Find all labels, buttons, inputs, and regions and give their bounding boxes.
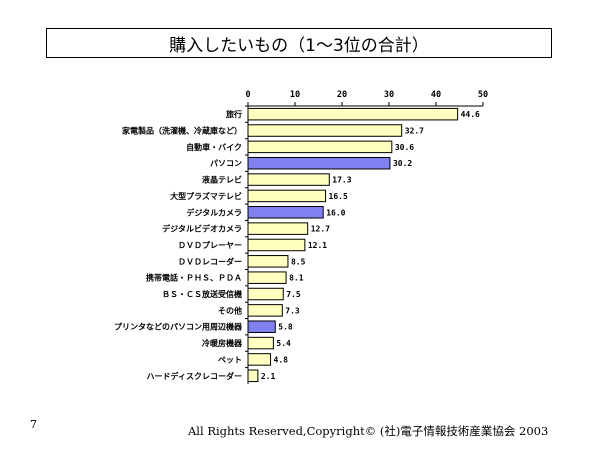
bar [247,353,272,366]
value-label: 12.7 [311,225,330,234]
category-label: ハードディスクレコーダー [147,371,242,381]
category-label: 大型プラズマテレビ [170,191,242,201]
category-label: 冷暖房機器 [202,338,243,348]
value-label: 17.3 [332,176,351,185]
x-tick-label: 50 [478,90,488,100]
value-label: 8.5 [291,257,306,266]
bar [247,271,287,284]
category-label: プリンタなどのパソコン用周辺機器 [114,322,243,332]
bar [247,124,403,137]
value-label: 4.8 [274,355,289,364]
value-label: 7.3 [285,306,300,315]
category-label: ＤＶＤレコーダー [178,256,242,266]
copyright-notice: All Rights Reserved,Copyright© (社)電子情報技術… [188,424,549,438]
value-label: 5.8 [278,323,293,332]
bar [247,336,274,350]
bar [247,369,259,383]
chart-title-box: 購入したいもの（1～3位の合計） [46,28,552,58]
category-label: ＤＶＤプレーヤー [178,240,242,250]
category-label: 自動車・バイク [186,142,242,152]
bar [247,107,459,121]
x-tick-label: 30 [384,90,394,100]
x-tick-label: 40 [431,90,441,100]
value-label: 5.4 [276,339,291,348]
bar [247,304,283,317]
value-label: 32.7 [405,127,424,136]
value-label: 7.5 [286,290,301,299]
category-label: デジタルビデオカメラ [162,224,242,234]
value-label: 44.6 [461,110,480,119]
value-label: 12.1 [308,241,327,250]
x-tick-label: 0 [245,90,250,100]
bar [247,255,289,268]
x-tick-label: 10 [290,90,300,100]
x-tick-label: 20 [337,90,347,100]
category-label: 家電製品（洗濯機、冷蔵庫など） [122,126,242,136]
bar [247,238,306,252]
value-label: 16.0 [326,208,345,217]
bar [247,189,327,203]
bar [247,206,324,219]
value-label: 30.6 [395,143,414,152]
category-label: その他 [218,305,242,315]
category-label: 携帯電話・ＰＨＳ、ＰＤＡ [146,273,242,283]
chart-title: 購入したいもの（1～3位の合計） [169,35,429,56]
page-number: 7 [30,418,37,431]
category-label: ペット [218,355,242,364]
category-label: 液晶テレビ [202,175,242,185]
value-label: 16.5 [329,192,348,201]
bar [247,222,309,235]
bar [247,173,330,186]
category-label: デジタルカメラ [186,207,242,217]
bar [247,320,276,333]
category-label: 旅行 [226,109,242,119]
category-label: パソコン [210,158,242,168]
value-label: 2.1 [261,372,276,381]
category-label: ＢＳ・ＣＳ放送受信機 [162,289,242,299]
value-label: 30.2 [393,159,412,168]
bar [247,140,393,154]
bar [247,156,391,170]
bar [247,287,284,301]
value-label: 8.1 [289,274,304,283]
